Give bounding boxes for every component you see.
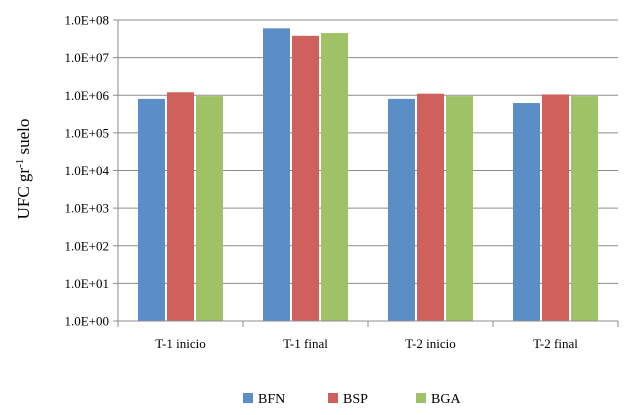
bar-bga	[321, 33, 348, 321]
bar-bsp	[167, 92, 194, 321]
y-tick-label: 1.0E+02	[64, 238, 109, 253]
bars	[138, 28, 598, 322]
x-tick-label: T-1 inicio	[155, 336, 205, 351]
bar-bga	[571, 96, 598, 321]
legend-label-bfn: BFN	[258, 392, 285, 407]
y-axis-title: UFC gr-1 suelo	[14, 119, 33, 220]
x-tick-label: T-1 final	[283, 336, 328, 351]
legend-swatch-bfn	[243, 393, 253, 403]
bar-bfn	[263, 28, 290, 322]
y-tick-label: 1.0E+04	[64, 163, 109, 178]
bar-bga	[446, 96, 473, 321]
x-tick-label: T-2 inicio	[405, 336, 455, 351]
bar-bsp	[417, 93, 444, 321]
bar-bfn	[513, 103, 540, 321]
legend: BFN BSP BGA	[243, 392, 461, 407]
y-tick-labels: 1.0E+00 1.0E+01 1.0E+02 1.0E+03 1.0E+04 1.0E+…	[64, 13, 109, 329]
axes	[113, 19, 619, 327]
x-tick-labels: T-1 inicio T-1 final T-2 inicio T-2 final	[155, 336, 578, 351]
y-tick-label: 1.0E+03	[64, 201, 109, 216]
legend-label-bga: BGA	[431, 392, 461, 407]
y-tick-label: 1.0E+00	[64, 314, 109, 329]
bar-bfn	[388, 98, 415, 321]
x-tick-label: T-2 final	[533, 336, 578, 351]
legend-swatch-bga	[416, 393, 426, 403]
legend-label-bsp: BSP	[343, 392, 368, 407]
y-tick-label: 1.0E+06	[64, 88, 109, 103]
y-tick-label: 1.0E+05	[64, 125, 109, 140]
bar-bga	[196, 96, 223, 321]
legend-swatch-bsp	[328, 393, 338, 403]
y-tick-label: 1.0E+07	[64, 50, 109, 65]
y-tick-label: 1.0E+01	[64, 276, 109, 291]
y-tick-label: 1.0E+08	[64, 13, 109, 28]
bar-bfn	[138, 98, 165, 321]
bar-bsp	[542, 94, 569, 321]
bar-bsp	[292, 35, 319, 322]
